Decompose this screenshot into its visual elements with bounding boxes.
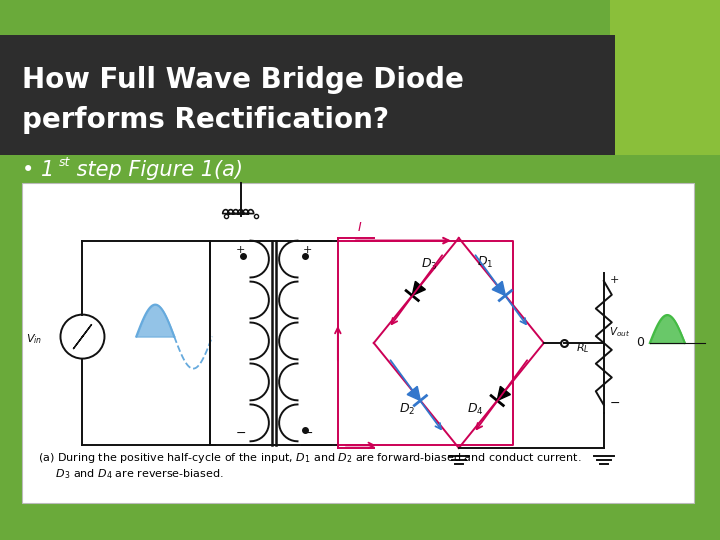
Text: +: + [610, 275, 619, 285]
FancyBboxPatch shape [22, 183, 694, 503]
Text: How Full Wave Bridge Diode: How Full Wave Bridge Diode [22, 66, 464, 94]
Text: $R_L$: $R_L$ [576, 341, 590, 355]
Text: step Figure 1(a): step Figure 1(a) [70, 160, 243, 180]
Text: $D_3$: $D_3$ [420, 257, 437, 272]
Text: −: − [610, 397, 621, 410]
Text: $V_{out}$: $V_{out}$ [609, 325, 630, 339]
Text: st: st [59, 157, 71, 170]
Polygon shape [413, 281, 426, 295]
Text: −: − [302, 427, 312, 441]
Text: • 1: • 1 [22, 160, 54, 180]
FancyBboxPatch shape [0, 35, 615, 155]
Polygon shape [407, 386, 420, 401]
Text: $D_2$: $D_2$ [399, 402, 415, 417]
Text: performs Rectification?: performs Rectification? [22, 106, 389, 134]
Text: −: − [235, 427, 246, 441]
Text: +: + [303, 245, 312, 254]
Polygon shape [498, 386, 510, 401]
Text: 0: 0 [636, 336, 644, 349]
FancyBboxPatch shape [610, 0, 720, 155]
Text: $D_1$: $D_1$ [477, 255, 493, 270]
Polygon shape [492, 281, 505, 295]
Text: (a) During the positive half-cycle of the input, $D_1$ and $D_2$ are forward-bia: (a) During the positive half-cycle of th… [38, 451, 581, 481]
Text: $D_4$: $D_4$ [467, 402, 483, 417]
Text: $V_{in}$: $V_{in}$ [26, 332, 42, 346]
Text: +: + [235, 245, 246, 254]
Text: I: I [358, 221, 361, 234]
